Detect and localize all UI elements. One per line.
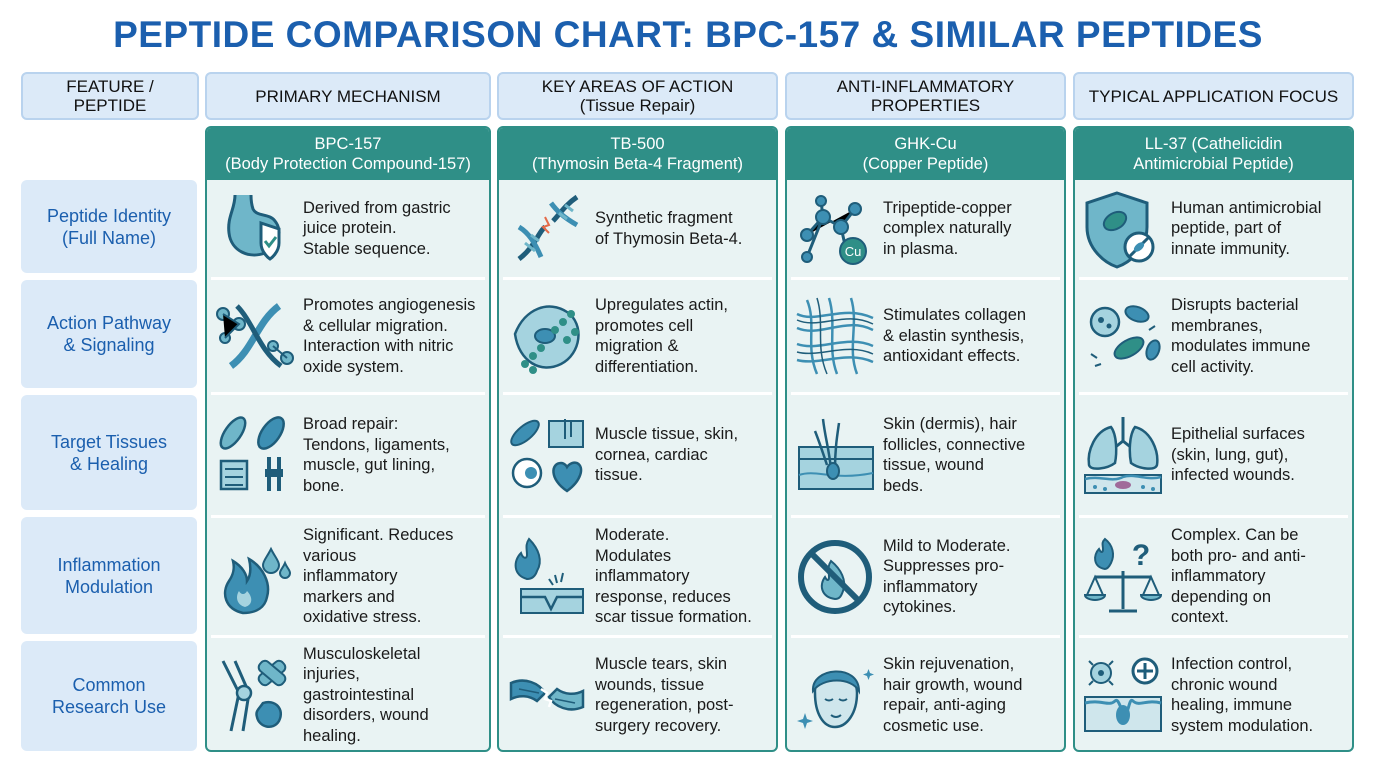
cell-text: Broad repair: Tendons, ligaments, muscle… xyxy=(303,415,450,495)
cell-text: Epithelial surfaces (skin, lung, gut), i… xyxy=(1171,425,1305,485)
cell-ll-tissues: Epithelial surfaces (skin, lung, gut), i… xyxy=(1075,395,1352,515)
cell-text: Skin rejuvenation, hair growth, wound re… xyxy=(883,655,1023,735)
row-divider xyxy=(503,515,772,518)
row-divider xyxy=(211,277,485,280)
cell-text: Synthetic fragment of Thymosin Beta-4. xyxy=(595,209,743,248)
cell-tb-research-use: Muscle tears, skin wounds, tissue regene… xyxy=(499,638,776,750)
row-divider xyxy=(503,635,772,638)
row-divider xyxy=(503,392,772,395)
cell-text: Derived from gastric juice protein. Stab… xyxy=(303,198,451,258)
collagen-fibers-icon xyxy=(787,280,883,392)
svg-text:?: ? xyxy=(1132,539,1150,572)
torn-muscle-icon xyxy=(499,638,595,750)
column-ghk-cu: GHK-Cu (Copper Peptide) Cu Tripeptide-co… xyxy=(785,126,1066,752)
cell-ghk-identity: Cu Tripeptide-copper complex naturally i… xyxy=(787,180,1064,277)
header-primary-mechanism: PRIMARY MECHANISM xyxy=(205,72,491,120)
header-key-areas: KEY AREAS OF ACTION (Tissue Repair) xyxy=(497,72,778,120)
cell-tb-identity: Synthetic fragment of Thymosin Beta-4. xyxy=(499,180,776,277)
peptide-header-bpc-157: BPC-157 (Body Protection Compound-157) xyxy=(207,128,489,180)
row-divider xyxy=(791,515,1060,518)
row-divider xyxy=(791,277,1060,280)
header-anti-inflammatory: ANTI-INFLAMMATORY PROPERTIES xyxy=(785,72,1066,120)
row-label-identity: Peptide Identity (Full Name) xyxy=(21,180,197,273)
stomach-shield-icon xyxy=(207,180,303,277)
copper-molecule-icon: Cu xyxy=(787,180,883,277)
row-label-inflammation: Inflammation Modulation xyxy=(21,517,197,634)
tissues-icon xyxy=(207,395,303,515)
bacteria-icon xyxy=(1075,280,1171,392)
peptide-header-ghk-cu: GHK-Cu (Copper Peptide) xyxy=(787,128,1064,180)
row-divider xyxy=(791,392,1060,395)
chart-title: PEPTIDE COMPARISON CHART: BPC-157 & SIMI… xyxy=(113,14,1263,55)
cell-text: Promotes angiogenesis & cellular migrati… xyxy=(303,296,476,376)
cell-text: Infection control, chronic wound healing… xyxy=(1171,655,1314,735)
cell-ll-inflammation: ? Complex. Can be both pro- and anti- in… xyxy=(1075,518,1352,635)
cell-ghk-action: Stimulates collagen & elastin synthesis,… xyxy=(787,280,1064,392)
shield-bacteria-icon xyxy=(1075,180,1171,277)
dna-fragment-icon xyxy=(499,180,595,277)
face-icon xyxy=(787,638,883,750)
header-feature: FEATURE / PEPTIDE xyxy=(21,72,199,120)
cell-ghk-tissues: Skin (dermis), hair follicles, connectiv… xyxy=(787,395,1064,515)
scale-flame-icon: ? xyxy=(1075,518,1171,635)
wound-plus-icon xyxy=(1075,638,1171,750)
cell-text: Muscle tissue, skin, cornea, cardiac tis… xyxy=(595,425,739,485)
cell-text: Moderate. Modulates inflammatory respons… xyxy=(595,526,752,627)
row-divider xyxy=(1079,635,1348,638)
cell-ll-research-use: Infection control, chronic wound healing… xyxy=(1075,638,1352,750)
cell-text: Skin (dermis), hair follicles, connectiv… xyxy=(883,415,1026,495)
cell-tb-action: Upregulates actin, promotes cell migrati… xyxy=(499,280,776,392)
muscle-eye-heart-icon xyxy=(499,395,595,515)
cell-text: Complex. Can be both pro- and anti- infl… xyxy=(1171,526,1306,627)
peptide-header-tb-500: TB-500 (Thymosin Beta-4 Fragment) xyxy=(499,128,776,180)
cell-text: Disrupts bacterial membranes, modulates … xyxy=(1171,296,1311,376)
cell-text: Mild to Moderate. Suppresses pro- inflam… xyxy=(883,536,1011,617)
cell-bpc-identity: Derived from gastric juice protein. Stab… xyxy=(207,180,489,277)
cell-tb-tissues: Muscle tissue, skin, cornea, cardiac tis… xyxy=(499,395,776,515)
cell-ghk-research-use: Skin rejuvenation, hair growth, wound re… xyxy=(787,638,1064,750)
cell-text: Human antimicrobial peptide, part of inn… xyxy=(1171,198,1322,258)
lungs-icon xyxy=(1075,395,1171,515)
column-ll-37: LL-37 (Cathelicidin Antimicrobial Peptid… xyxy=(1073,126,1354,752)
cell-bpc-tissues: Broad repair: Tendons, ligaments, muscle… xyxy=(207,395,489,515)
cell-text: Muscle tears, skin wounds, tissue regene… xyxy=(595,655,734,735)
cell-bpc-inflammation: Significant. Reduces various inflammator… xyxy=(207,518,489,635)
flame-drops-icon xyxy=(207,518,303,635)
cell-ghk-inflammation: Mild to Moderate. Suppresses pro- inflam… xyxy=(787,518,1064,635)
cell-text: Significant. Reduces various inflammator… xyxy=(303,526,454,627)
actin-cell-icon xyxy=(499,280,595,392)
cell-tb-inflammation: Moderate. Modulates inflammatory respons… xyxy=(499,518,776,635)
dna-molecule-icon xyxy=(207,280,303,392)
cell-text: Upregulates actin, promotes cell migrati… xyxy=(595,296,728,376)
column-tb-500: TB-500 (Thymosin Beta-4 Fragment) Synthe… xyxy=(497,126,778,752)
no-flame-icon xyxy=(787,518,883,635)
row-divider xyxy=(1079,277,1348,280)
cell-bpc-action: Promotes angiogenesis & cellular migrati… xyxy=(207,280,489,392)
row-divider xyxy=(1079,515,1348,518)
flame-wound-icon xyxy=(499,518,595,635)
row-divider xyxy=(211,515,485,518)
cell-text: Stimulates collagen & elastin synthesis,… xyxy=(883,306,1027,366)
svg-text:Cu: Cu xyxy=(845,244,862,259)
row-divider xyxy=(791,635,1060,638)
cell-ll-identity: Human antimicrobial peptide, part of inn… xyxy=(1075,180,1352,277)
skin-hair-icon xyxy=(787,395,883,515)
row-label-research-use: Common Research Use xyxy=(21,641,197,751)
peptide-header-ll-37: LL-37 (Cathelicidin Antimicrobial Peptid… xyxy=(1075,128,1352,180)
column-bpc-157: BPC-157 (Body Protection Compound-157) D… xyxy=(205,126,491,752)
cell-text: Musculoskeletal injuries, gastrointestin… xyxy=(303,644,429,745)
row-divider xyxy=(211,635,485,638)
row-label-target-tissues: Target Tissues & Healing xyxy=(21,395,197,510)
row-divider xyxy=(1079,392,1348,395)
cell-text: Tripeptide-copper complex naturally in p… xyxy=(883,198,1012,258)
knee-bandage-icon xyxy=(207,638,303,750)
row-divider xyxy=(503,277,772,280)
cell-bpc-research-use: Musculoskeletal injuries, gastrointestin… xyxy=(207,638,489,750)
cell-ll-action: Disrupts bacterial membranes, modulates … xyxy=(1075,280,1352,392)
row-label-action-pathway: Action Pathway & Signaling xyxy=(21,280,197,388)
header-application-focus: TYPICAL APPLICATION FOCUS xyxy=(1073,72,1354,120)
row-divider xyxy=(211,392,485,395)
